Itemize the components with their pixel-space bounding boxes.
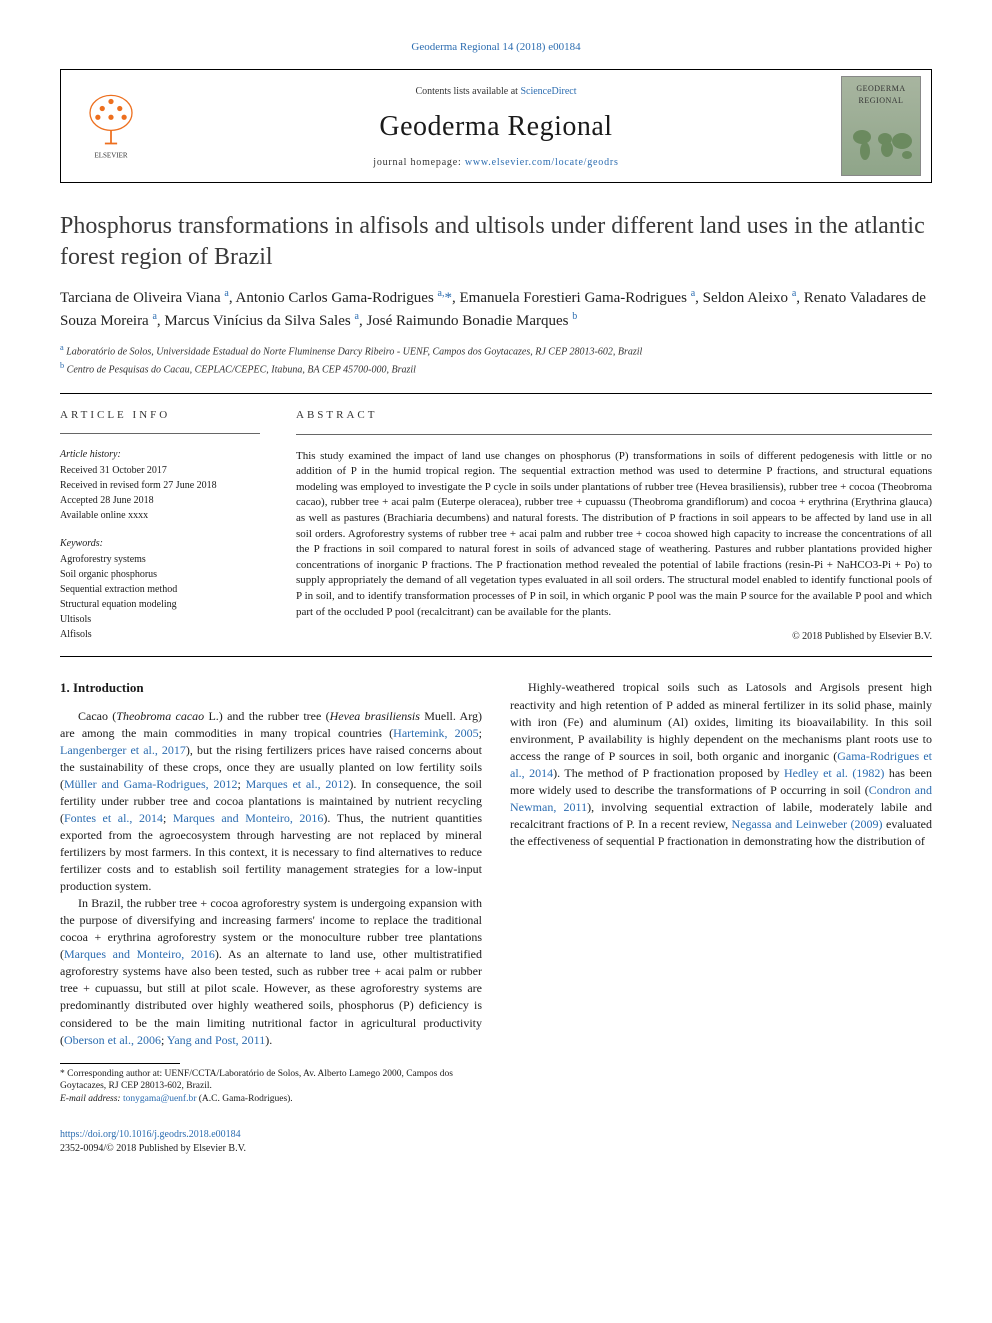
abstract-heading: abstract [296, 408, 932, 424]
section-heading-intro: 1. Introduction [60, 679, 482, 697]
email-label: E-mail address: [60, 1094, 123, 1104]
homepage-prefix: journal homepage: [373, 157, 465, 168]
elsevier-wordmark: ELSEVIER [94, 152, 127, 160]
doi-link[interactable]: https://doi.org/10.1016/j.geodrs.2018.e0… [60, 1129, 241, 1140]
journal-reference: Geoderma Regional 14 (2018) e00184 [60, 40, 932, 55]
homepage-line: journal homepage: www.elsevier.com/locat… [169, 156, 823, 170]
sciencedirect-link[interactable]: ScienceDirect [520, 86, 576, 97]
world-map-icon [847, 125, 917, 165]
affiliation-b: b Centro de Pesquisas do Cacau, CEPLAC/C… [60, 360, 932, 377]
keyword-1: Agroforestry systems [60, 553, 260, 567]
article-info: article info Article history: Received 3… [60, 408, 260, 645]
corr-email-link[interactable]: tonygama@uenf.br [123, 1094, 196, 1104]
article-info-heading: article info [60, 408, 260, 423]
rule-top [60, 393, 932, 394]
history-revised: Received in revised form 27 June 2018 [60, 479, 260, 493]
abstract-rule [296, 434, 932, 435]
corr-email-line: E-mail address: tonygama@uenf.br (A.C. G… [60, 1093, 482, 1106]
history-online: Available online xxxx [60, 509, 260, 523]
keyword-5: Ultisols [60, 613, 260, 627]
body-columns: 1. Introduction Cacao (Theobroma cacao L… [60, 679, 932, 1106]
abstract-copyright: © 2018 Published by Elsevier B.V. [296, 630, 932, 644]
contents-prefix: Contents lists available at [415, 86, 520, 97]
corr-author-text: * Corresponding author at: UENF/CCTA/Lab… [60, 1068, 482, 1094]
contents-line: Contents lists available at ScienceDirec… [169, 85, 823, 99]
abstract: abstract This study examined the impact … [296, 408, 932, 645]
journal-name: Geoderma Regional [169, 107, 823, 146]
page-footer: https://doi.org/10.1016/j.geodrs.2018.e0… [60, 1128, 932, 1155]
history-received: Received 31 October 2017 [60, 464, 260, 478]
header-center: Contents lists available at ScienceDirec… [161, 70, 831, 182]
journal-header: ELSEVIER Contents lists available at Sci… [60, 69, 932, 183]
page-root: Geoderma Regional 14 (2018) e00184 ELSEV… [0, 0, 992, 1185]
rule-bottom [60, 656, 932, 657]
cover-title: GEODERMA REGIONAL [842, 83, 920, 105]
affiliations: a Laboratório de Solos, Universidade Est… [60, 342, 932, 377]
elsevier-logo: ELSEVIER [61, 70, 161, 182]
email-suffix: (A.C. Gama-Rodrigues). [196, 1094, 292, 1104]
issn-copyright: 2352-0094/© 2018 Published by Elsevier B… [60, 1143, 246, 1154]
journal-cover-thumb: GEODERMA REGIONAL [831, 70, 931, 182]
homepage-link[interactable]: www.elsevier.com/locate/geodrs [465, 157, 619, 168]
elsevier-tree-icon: ELSEVIER [76, 91, 146, 161]
keyword-3: Sequential extraction method [60, 583, 260, 597]
keywords-label: Keywords: [60, 537, 260, 551]
authors-list: Tarciana de Oliveira Viana a, Antonio Ca… [60, 287, 932, 333]
intro-para-3: Highly-weathered tropical soils such as … [510, 679, 932, 849]
intro-para-2: In Brazil, the rubber tree + cocoa agrof… [60, 895, 482, 1048]
info-abstract-row: article info Article history: Received 3… [60, 408, 932, 645]
footnote-rule [60, 1063, 180, 1064]
keyword-4: Structural equation modeling [60, 598, 260, 612]
history-label: Article history: [60, 448, 260, 462]
intro-para-1: Cacao (Theobroma cacao L.) and the rubbe… [60, 708, 482, 895]
article-title: Phosphorus transformations in alfisols a… [60, 211, 932, 272]
affiliation-a: a Laboratório de Solos, Universidade Est… [60, 342, 932, 359]
info-rule [60, 433, 260, 434]
corresponding-footnote: * Corresponding author at: UENF/CCTA/Lab… [60, 1063, 482, 1106]
keyword-2: Soil organic phosphorus [60, 568, 260, 582]
abstract-text: This study examined the impact of land u… [296, 449, 932, 621]
keyword-6: Alfisols [60, 628, 260, 642]
history-accepted: Accepted 28 June 2018 [60, 494, 260, 508]
